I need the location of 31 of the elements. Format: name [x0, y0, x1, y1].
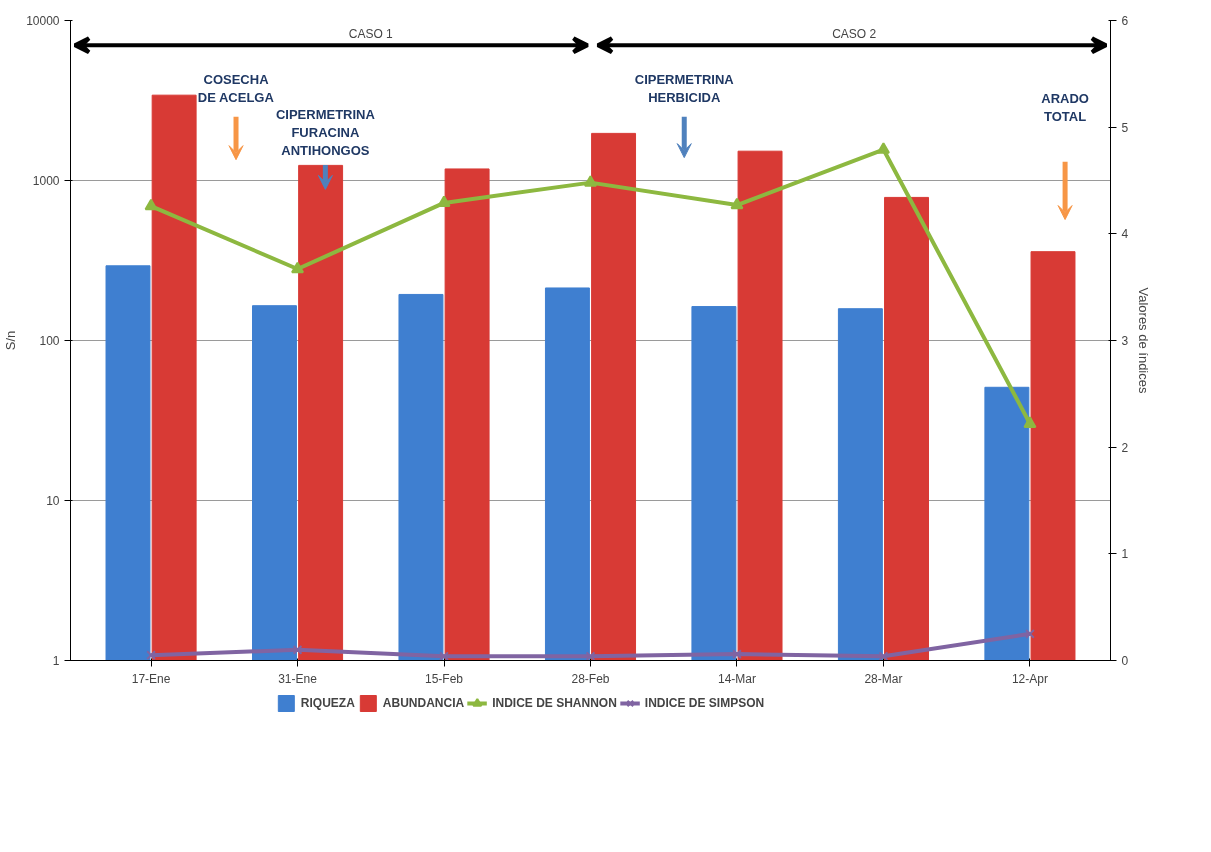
y2-tick-label: 2	[1121, 440, 1129, 455]
y2-tick-label: 0	[1121, 654, 1129, 668]
y-tick-label: 10000	[26, 14, 60, 28]
annotation: ARADO TOTAL	[1041, 91, 1089, 125]
annotation: CIPERMETRINA FURACINA ANTIHONGOS	[275, 106, 376, 158]
annotation: COSECHA DE ACELGA	[197, 71, 275, 105]
y2-tick-label: 1	[1121, 547, 1129, 562]
y-tick-label: 100	[39, 334, 60, 348]
x-tick-label: 14-Mar	[717, 671, 756, 686]
x-tick-label: 15-Feb	[425, 671, 464, 686]
legend-label: RIQUEZA	[300, 696, 355, 710]
x-tick-label: 28-Mar	[864, 671, 903, 686]
y2-axis-title: Valores de índices	[1136, 287, 1152, 394]
y-tick-label: 1000	[32, 174, 60, 188]
x-tick-label: 17-Ene	[131, 671, 171, 686]
annotation: CIPERMETRINA HERBICIDA	[634, 71, 735, 105]
x-tick-label: 28-Feb	[571, 671, 610, 686]
annotation: CASO 1	[348, 27, 394, 42]
y2-tick-label: 6	[1121, 14, 1129, 28]
x-tick-label: 31-Ene	[278, 671, 318, 686]
x-tick-label: 12-Apr	[1011, 671, 1048, 686]
y2-tick-label: 3	[1121, 334, 1129, 348]
y-axis-title: S/n	[3, 330, 19, 351]
y2-tick-label: 4	[1121, 227, 1129, 242]
legend-label: INDICE DE SHANNON	[492, 696, 617, 710]
legend-label: ABUNDANCIA	[382, 696, 465, 710]
legend-label: INDICE DE SIMPSON	[644, 696, 765, 710]
y-tick-label: 10	[46, 494, 60, 508]
annotation: CASO 2	[832, 27, 877, 42]
y2-tick-label: 5	[1121, 120, 1129, 135]
y-tick-label: 1	[52, 654, 60, 668]
